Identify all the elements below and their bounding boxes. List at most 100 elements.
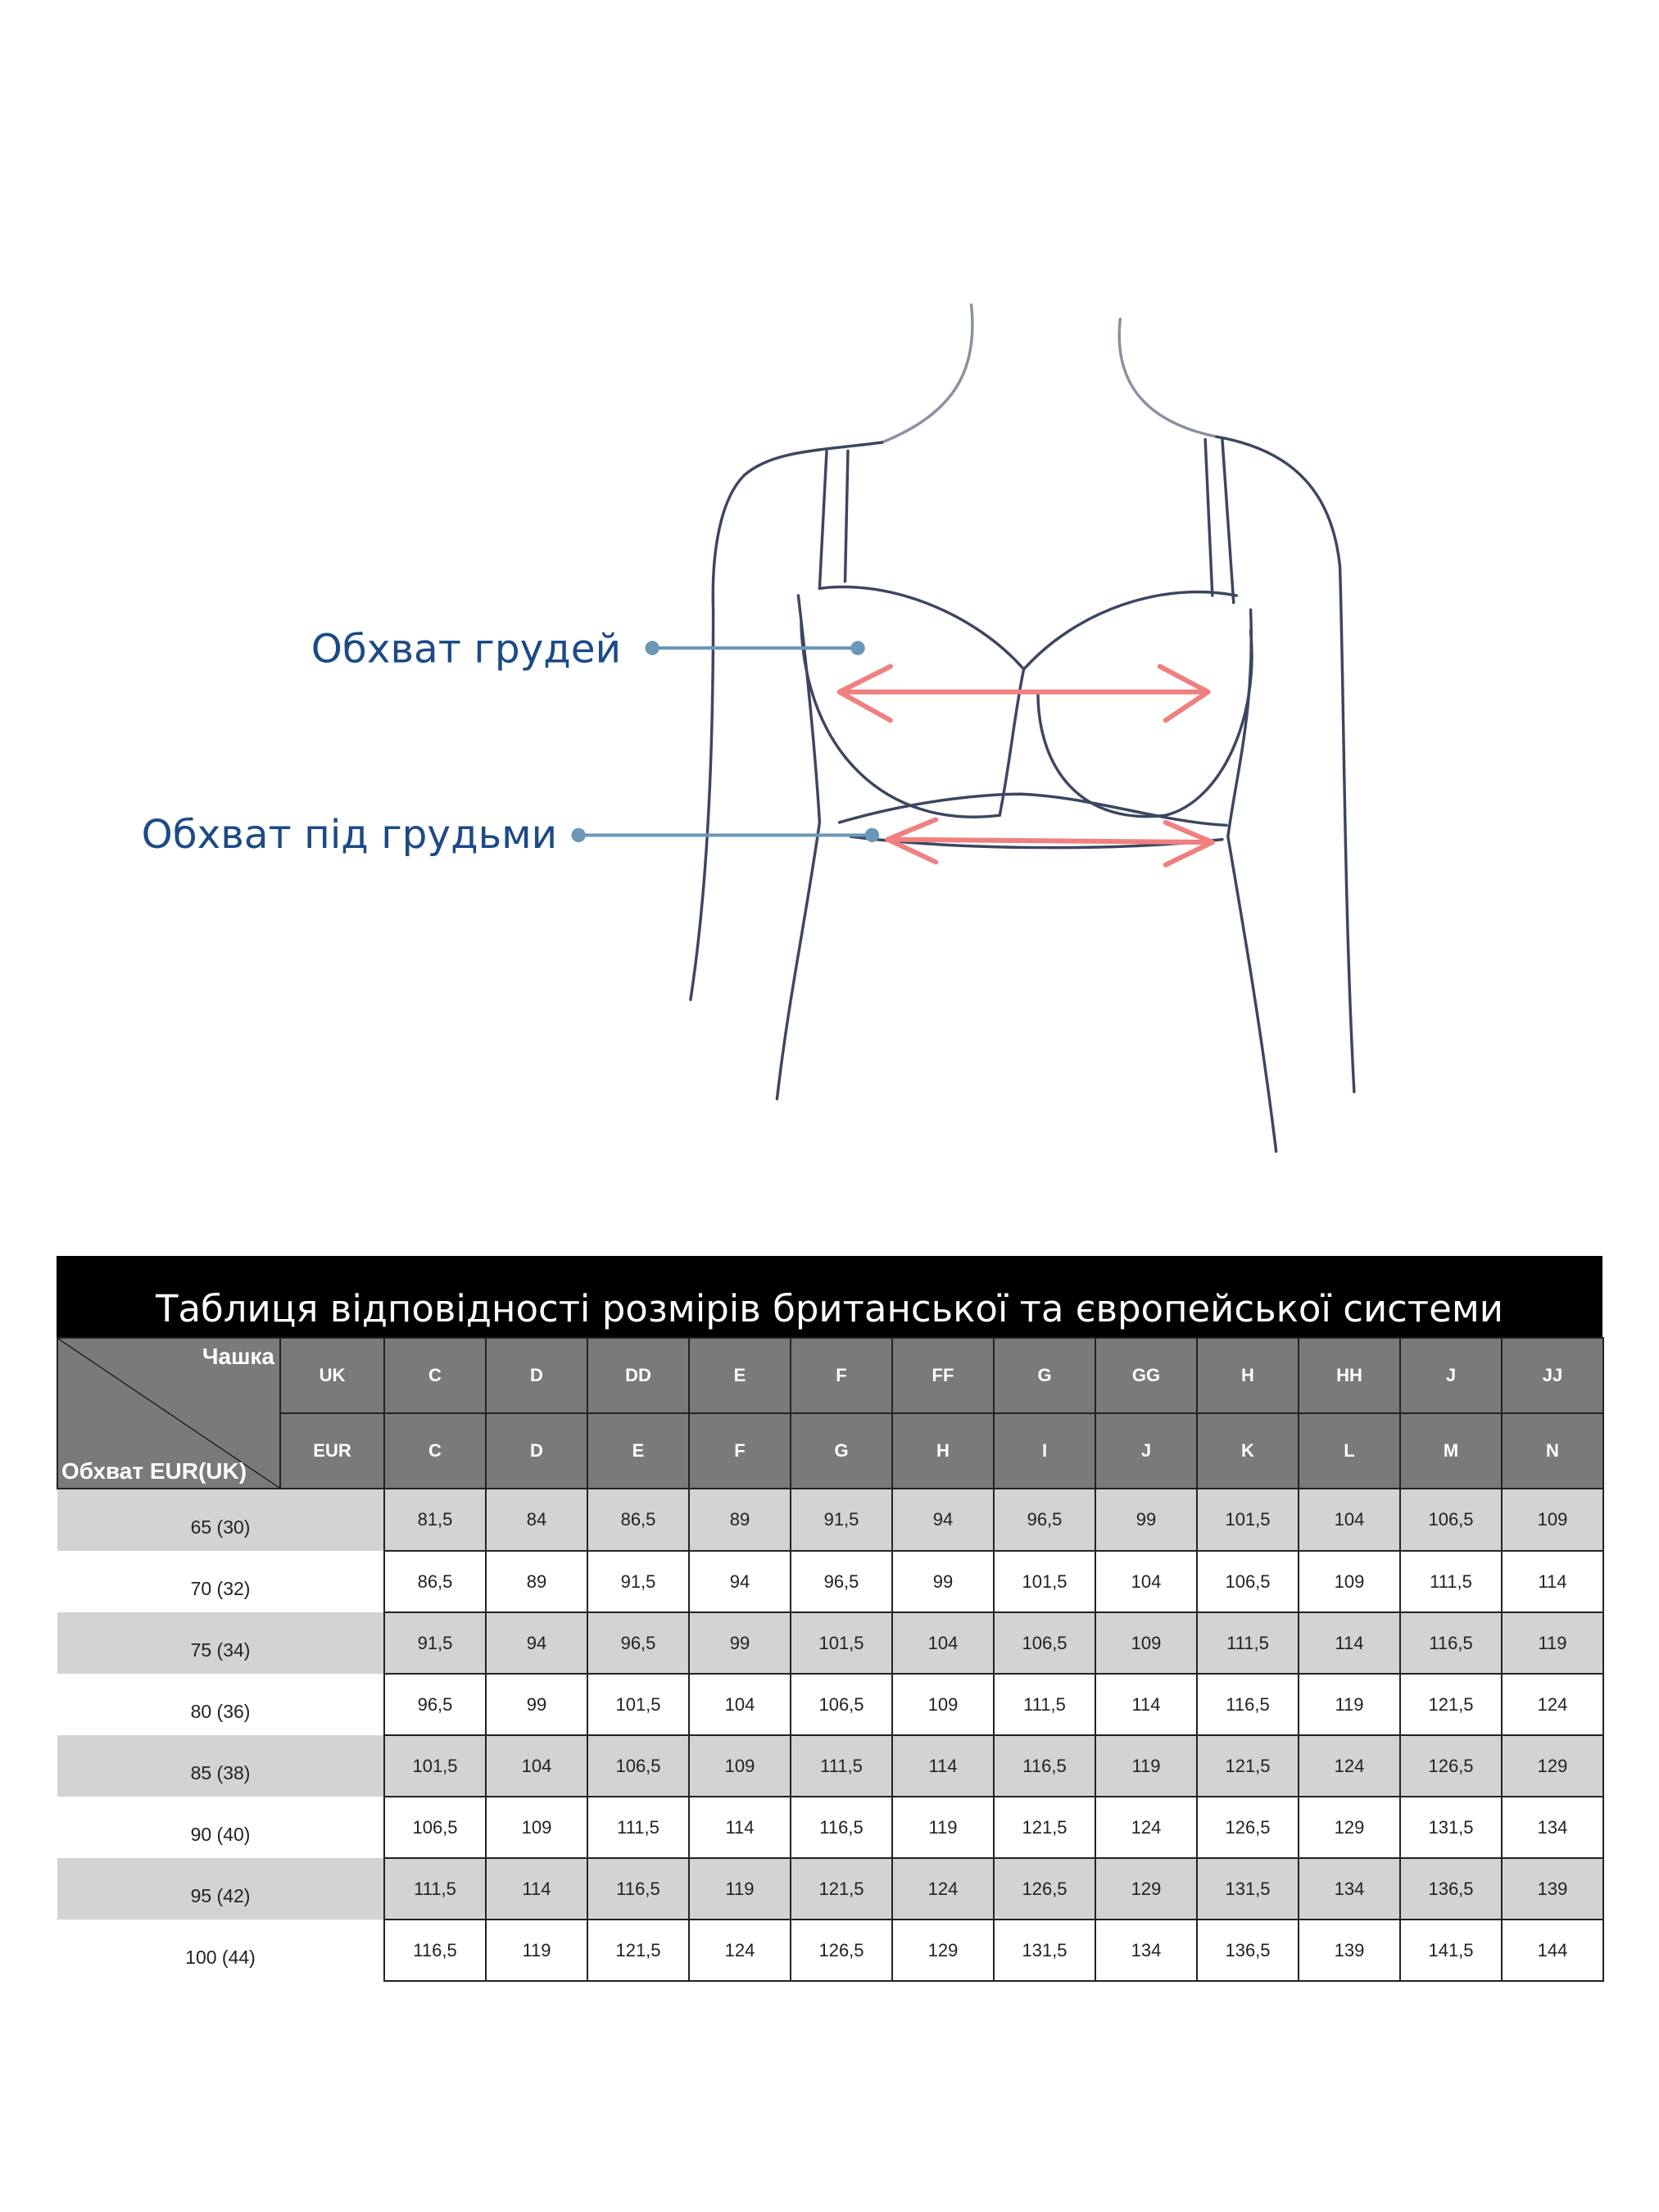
bust-value-cell: 94 (891, 1488, 995, 1552)
eur-cup-header: J (1095, 1412, 1198, 1489)
bust-value-cell: 131,5 (993, 1919, 1096, 1982)
bust-value-cell: 104 (891, 1611, 995, 1675)
eur-cup-header: C (383, 1412, 487, 1489)
uk-label: UK (279, 1337, 385, 1414)
bust-value-cell: 109 (1298, 1550, 1401, 1613)
eur-cup-header: E (587, 1412, 690, 1489)
bust-value-cell: 96,5 (383, 1673, 487, 1736)
bust-value-cell: 104 (688, 1673, 791, 1736)
bust-value-cell: 94 (485, 1611, 588, 1675)
girth-cell: 70 (32) (57, 1551, 385, 1612)
bust-value-cell: 94 (688, 1550, 791, 1613)
size-conversion-table: Таблиця відповідності розмірів британськ… (57, 1256, 1604, 1982)
girth-cell: 95 (42) (57, 1858, 385, 1920)
table-row: 65 (30) 81,5 84 86,5 89 91,5 94 96,5 99 101,5 104 1… (57, 1488, 1604, 1552)
bust-value-cell: 111,5 (587, 1796, 690, 1859)
bust-leader-end-dot (850, 641, 865, 655)
bust-value-cell: 126,5 (993, 1857, 1096, 1920)
bust-value-cell: 114 (485, 1857, 588, 1920)
eur-cup-header: G (790, 1412, 893, 1489)
table-row: 75 (34) 91,5 94 96,5 99 101,5 104 106,5 109 111,5… (57, 1611, 1604, 1675)
bust-value-cell: 109 (1501, 1488, 1604, 1552)
bust-value-cell: 96,5 (993, 1488, 1096, 1552)
bust-value-cell: 101,5 (993, 1550, 1096, 1613)
bust-value-cell: 89 (485, 1550, 588, 1613)
bust-value-cell: 104 (485, 1734, 588, 1797)
bust-value-cell: 121,5 (993, 1796, 1096, 1859)
girth-cell: 65 (30) (57, 1489, 385, 1551)
bust-value-cell: 106,5 (1399, 1488, 1503, 1552)
bust-value-cell: 131,5 (1399, 1796, 1503, 1859)
bust-arrow (836, 664, 1211, 723)
bust-value-cell: 116,5 (790, 1796, 893, 1859)
eur-cup-header: M (1399, 1412, 1503, 1489)
bust-value-cell: 134 (1095, 1919, 1198, 1982)
girth-label: Обхват EUR(UK) (61, 1458, 247, 1484)
bust-value-cell: 126,5 (790, 1919, 893, 1982)
girth-cell: 80 (36) (57, 1674, 385, 1735)
bust-value-cell: 106,5 (1196, 1550, 1299, 1613)
bust-value-cell: 106,5 (993, 1611, 1096, 1675)
underbust-leader-end-dot (864, 827, 880, 843)
bust-value-cell: 141,5 (1399, 1919, 1503, 1982)
bust-value-cell: 106,5 (383, 1796, 487, 1859)
bust-value-cell: 111,5 (993, 1673, 1096, 1736)
uk-cup-header: G (993, 1337, 1096, 1414)
underbust-leader-start-dot (571, 827, 586, 843)
bust-value-cell: 114 (1298, 1611, 1401, 1675)
bust-value-cell: 106,5 (790, 1673, 893, 1736)
bust-value-cell: 124 (891, 1857, 995, 1920)
bust-value-cell: 116,5 (587, 1857, 690, 1920)
uk-cup-header: DD (587, 1337, 690, 1414)
bust-value-cell: 126,5 (1196, 1796, 1299, 1859)
bust-value-cell: 101,5 (587, 1673, 690, 1736)
uk-cup-header: JJ (1501, 1337, 1604, 1414)
bust-value-cell: 96,5 (790, 1550, 893, 1613)
uk-cup-header: H (1196, 1337, 1299, 1414)
eur-cup-header: H (891, 1412, 995, 1489)
bust-value-cell: 99 (485, 1673, 588, 1736)
uk-cup-header: GG (1095, 1337, 1198, 1414)
bust-value-cell: 129 (1501, 1734, 1604, 1797)
eur-cup-header: N (1501, 1412, 1604, 1489)
bust-value-cell: 114 (1501, 1550, 1604, 1613)
bust-value-cell: 134 (1298, 1857, 1401, 1920)
table-row: 85 (38) 101,5 104 106,5 109 111,5 114 116,5 119 1… (57, 1734, 1604, 1797)
bust-value-cell: 111,5 (383, 1857, 487, 1920)
bust-value-cell: 139 (1298, 1919, 1401, 1982)
uk-header-row: Чашка Обхват EUR(UK) UK C D DD E F FF G GG H HH J J… (57, 1337, 1604, 1489)
bust-value-cell: 124 (1298, 1734, 1401, 1797)
table-row: 90 (40) 106,5 109 111,5 114 116,5 119 121,5 124 1… (57, 1796, 1604, 1859)
uk-cup-header: J (1399, 1337, 1503, 1414)
bust-value-cell: 119 (485, 1919, 588, 1982)
bust-value-cell: 121,5 (790, 1857, 893, 1920)
eur-label: EUR (279, 1412, 385, 1489)
bust-value-cell: 101,5 (790, 1611, 893, 1675)
bust-value-cell: 86,5 (383, 1550, 487, 1613)
eur-cup-header: L (1298, 1412, 1401, 1489)
torso-outline (689, 303, 1356, 1154)
underbust-label: Обхват під грудьми (142, 812, 558, 858)
bust-value-cell: 101,5 (383, 1734, 487, 1797)
bust-value-cell: 116,5 (1399, 1611, 1503, 1675)
bust-value-cell: 116,5 (1196, 1673, 1299, 1736)
uk-cup-header: E (688, 1337, 791, 1414)
eur-cup-header: D (485, 1412, 588, 1489)
bust-value-cell: 91,5 (383, 1611, 487, 1675)
bust-value-cell: 104 (1095, 1550, 1198, 1613)
corner-header: Чашка Обхват EUR(UK) (57, 1337, 281, 1489)
bust-value-cell: 101,5 (1196, 1488, 1299, 1552)
bust-value-cell: 111,5 (1399, 1550, 1503, 1613)
bust-value-cell: 139 (1501, 1857, 1604, 1920)
bust-value-cell: 134 (1501, 1796, 1604, 1859)
table-row: 95 (42) 111,5 114 116,5 119 121,5 124 126,5 129 1… (57, 1857, 1604, 1920)
bust-value-cell: 99 (1095, 1488, 1198, 1552)
bust-value-cell: 114 (891, 1734, 995, 1797)
table-title: Таблиця відповідності розмірів британськ… (57, 1256, 1602, 1337)
bust-value-cell: 129 (1095, 1857, 1198, 1920)
table-row: 80 (36) 96,5 99 101,5 104 106,5 109 111,5 114 116… (57, 1673, 1604, 1736)
bust-value-cell: 104 (1298, 1488, 1401, 1552)
bust-value-cell: 106,5 (587, 1734, 690, 1797)
bust-value-cell: 129 (1298, 1796, 1401, 1859)
